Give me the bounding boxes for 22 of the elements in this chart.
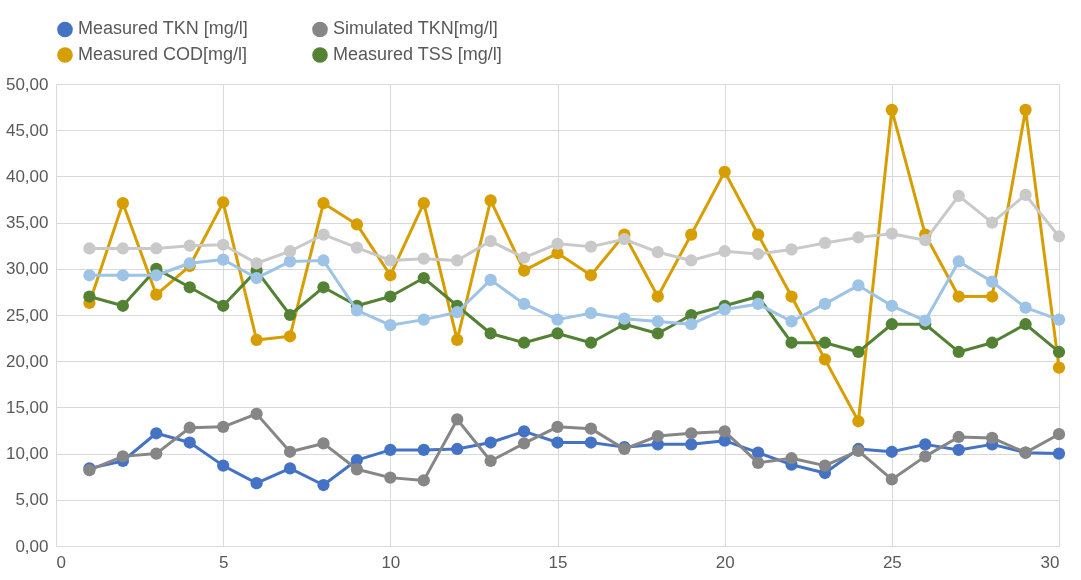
x-tick-label: 30 bbox=[1040, 552, 1060, 572]
y-tick-label: 50,00 bbox=[5, 74, 49, 94]
x-tick-label: 15 bbox=[548, 552, 568, 572]
y-tick-label: 5,00 bbox=[15, 490, 49, 510]
y-tick-label: 20,00 bbox=[5, 351, 49, 371]
legend-label: Simulated TKN[mg/l] bbox=[333, 18, 498, 39]
y-tick-label: 0,00 bbox=[15, 536, 49, 556]
y-tick-label: 45,00 bbox=[5, 120, 49, 140]
x-tick-label: 20 bbox=[715, 552, 735, 572]
y-tick-label: 15,00 bbox=[5, 397, 49, 417]
x-tick-label: 10 bbox=[381, 552, 401, 572]
y-tick-label: 35,00 bbox=[5, 213, 49, 233]
legend-label: Measured TKN [mg/l] bbox=[78, 18, 248, 39]
x-tick-label: 5 bbox=[218, 552, 229, 572]
y-tick-label: 10,00 bbox=[5, 444, 49, 464]
x-tick-label: 0 bbox=[56, 552, 66, 572]
y-tick-label: 40,00 bbox=[5, 166, 49, 186]
y-tick-label: 25,00 bbox=[5, 305, 49, 325]
y-tick-label: 30,00 bbox=[5, 259, 49, 279]
legend-label: Measured TSS [mg/l] bbox=[333, 44, 502, 64]
legend-label: Measured COD[mg/l] bbox=[78, 44, 248, 64]
x-tick-label: 25 bbox=[882, 552, 902, 572]
